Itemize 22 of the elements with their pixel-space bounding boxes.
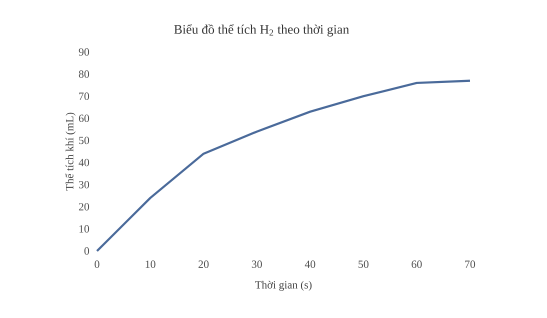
x-tick-label: 40	[304, 260, 316, 268]
y-tick-label: 90	[78, 48, 90, 56]
y-axis-title: Thể tích khí (mL)	[65, 112, 76, 191]
y-tick-label: 60	[78, 114, 90, 122]
y-tick-label: 20	[78, 203, 90, 210]
x-tick-label: 20	[198, 260, 209, 268]
y-tick-label: 40	[78, 158, 90, 166]
x-tick-label: 70	[465, 260, 476, 268]
x-tick-label: 60	[412, 260, 422, 268]
x-tick-label: 10	[146, 260, 156, 268]
chart-title: Biểu đồ thể tích H$_{2}$ theo thời gian	[174, 24, 350, 36]
y-tick-label: 0	[84, 247, 90, 255]
x-tick-label: 50	[358, 260, 369, 268]
y-tick-label: 80	[78, 70, 90, 78]
y-tick-label: 70	[79, 92, 90, 100]
y-tick-label: 10	[79, 225, 90, 233]
line-series	[96, 80, 472, 252]
x-tick-label: 30	[252, 260, 262, 268]
y-tick-label: 50	[79, 136, 90, 144]
x-tick-label: 0	[94, 260, 100, 268]
y-tick-label: 30	[79, 180, 90, 188]
x-axis-title: Thời gian (s)	[255, 280, 312, 291]
